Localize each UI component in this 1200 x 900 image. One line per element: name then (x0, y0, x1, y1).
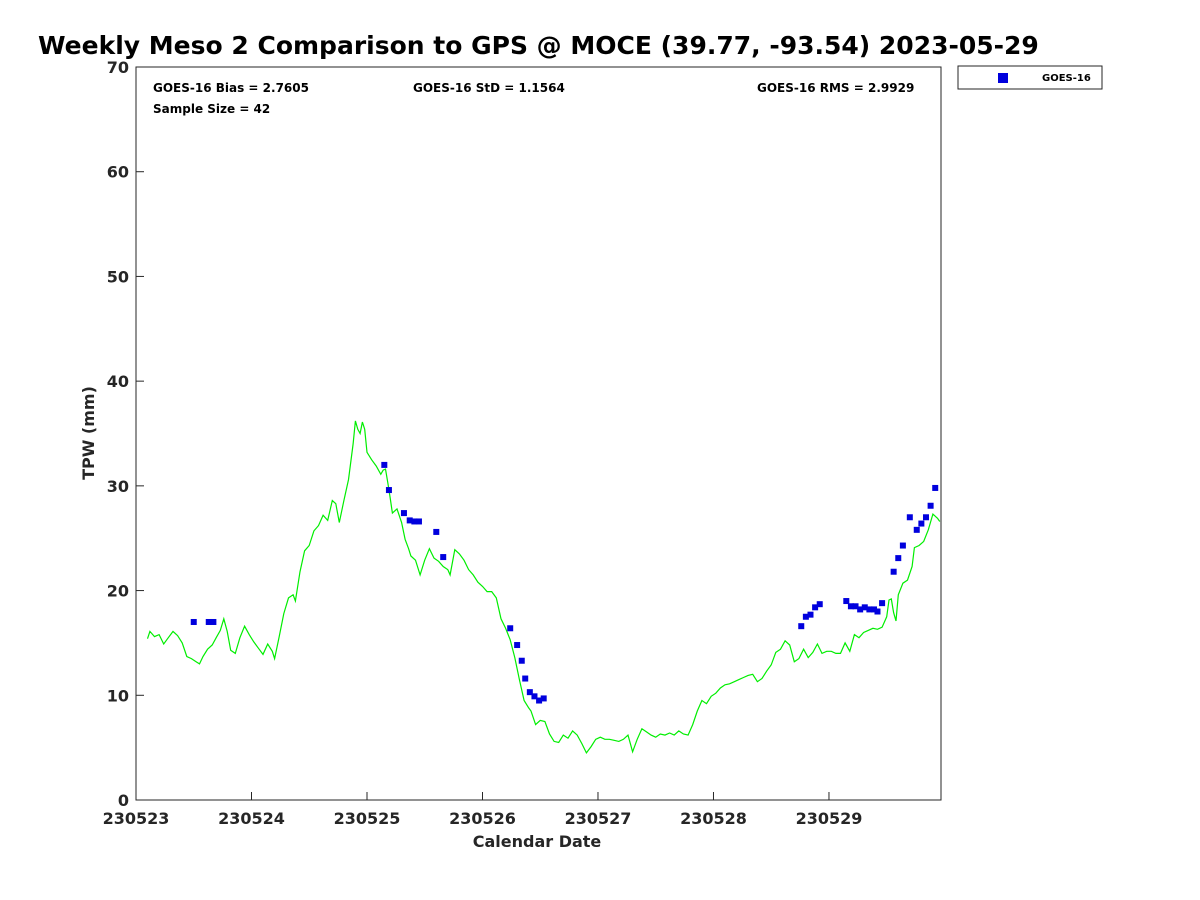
sample-size-stat: Sample Size = 42 (153, 102, 270, 116)
x-axis-label: Calendar Date (473, 832, 602, 851)
x-tick-label: 230527 (565, 809, 632, 828)
goes16-point (540, 695, 547, 702)
y-tick-label: 0 (118, 791, 129, 810)
goes16-point (918, 520, 925, 527)
goes16-point (440, 554, 447, 561)
goes16-point (507, 625, 514, 632)
goes16-point (385, 487, 392, 494)
goes16-point-series (190, 461, 939, 704)
goes16-point (526, 689, 533, 696)
goes16-point (807, 611, 814, 618)
goes16-point (843, 598, 850, 605)
goes16-point (906, 514, 913, 521)
goes16-point (798, 623, 805, 630)
goes16-point (866, 606, 873, 613)
goes16-point (927, 502, 934, 509)
goes16-point (861, 604, 868, 611)
goes16-point (802, 613, 809, 620)
legend-box (957, 65, 1103, 90)
goes16-point (210, 618, 217, 625)
goes16-point (899, 542, 906, 549)
gps-line (146, 420, 941, 755)
goes16-point (857, 606, 864, 613)
plot-frame (135, 66, 942, 801)
gps-line-series (146, 420, 941, 755)
y-tick-label: 30 (107, 477, 129, 496)
goes16-point (871, 606, 878, 613)
y-tick-label: 60 (107, 163, 129, 182)
goes16-point (406, 517, 413, 524)
bias-stat: GOES-16 Bias = 2.7605 (153, 81, 309, 95)
goes16-point (522, 675, 529, 682)
goes16-point (932, 484, 939, 491)
rms-stat: GOES-16 RMS = 2.9929 (757, 81, 914, 95)
goes16-point (518, 657, 525, 664)
x-tick-label: 230529 (796, 809, 863, 828)
goes16-point (205, 618, 212, 625)
x-tick-label: 230526 (449, 809, 516, 828)
goes16-point (816, 601, 823, 608)
goes16-point (890, 568, 897, 575)
goes16-point (411, 518, 418, 525)
goes16-point (381, 461, 388, 468)
ticks: 0 10 20 30 40 50 60 70 230523 230524 230525 230526 2… (103, 58, 863, 828)
goes16-point (874, 608, 881, 615)
legend-label-goes16: GOES-16 (1042, 73, 1091, 84)
axes (135, 66, 942, 801)
goes16-point (812, 604, 819, 611)
chart-title: Weekly Meso 2 Comparison to GPS @ MOCE (… (38, 31, 1039, 60)
y-axis-label: TPW (mm) (79, 386, 98, 480)
y-tick-label: 50 (107, 267, 129, 286)
goes16-point (895, 555, 902, 562)
y-tick-label: 10 (107, 686, 129, 705)
x-tick-label: 230525 (334, 809, 401, 828)
goes16-point (190, 618, 197, 625)
goes16-point (847, 603, 854, 610)
x-tick-label: 230524 (218, 809, 285, 828)
goes16-point (852, 603, 859, 610)
goes16-point (922, 514, 929, 521)
goes16-point (514, 642, 521, 649)
x-tick-label: 230523 (103, 809, 170, 828)
goes16-point (415, 518, 422, 525)
x-tick-label: 230528 (680, 809, 747, 828)
goes16-point (531, 693, 538, 700)
goes16-point (433, 528, 440, 535)
goes16-point (913, 526, 920, 533)
y-tick-label: 70 (107, 58, 129, 77)
y-tick-label: 20 (107, 582, 129, 601)
y-tick-label: 40 (107, 372, 129, 391)
legend-marker (998, 73, 1008, 83)
legend: GOES-16 (957, 65, 1103, 90)
goes16-point (879, 600, 886, 607)
std-stat: GOES-16 StD = 1.1564 (413, 81, 565, 95)
goes16-point (536, 697, 543, 704)
goes16-point (400, 510, 407, 517)
